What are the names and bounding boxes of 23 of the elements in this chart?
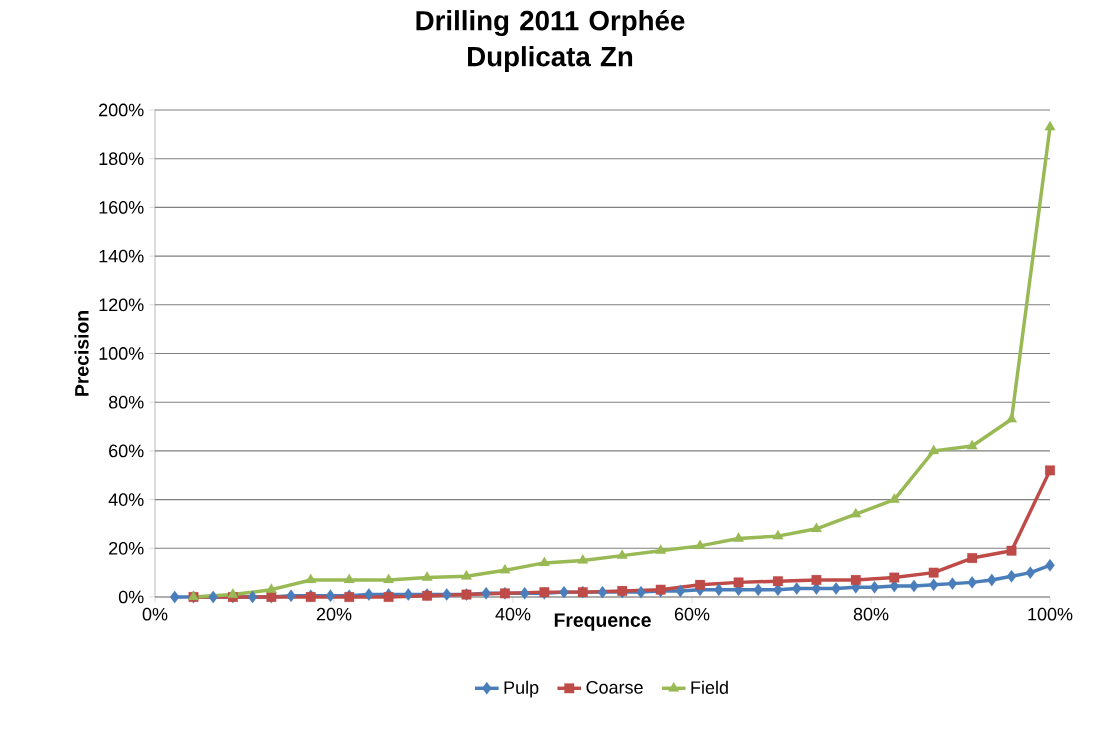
y-tick-label: 40% bbox=[108, 493, 144, 506]
y-tick-label: 60% bbox=[109, 444, 144, 458]
y-tick-label: 100% bbox=[99, 347, 144, 360]
x-tick-label: 40% bbox=[495, 607, 531, 621]
x-axis-title: Frequence bbox=[554, 613, 651, 631]
y-tick-label: 200% bbox=[99, 103, 144, 117]
y-tick-label: 140% bbox=[99, 249, 144, 263]
x-tick-label: 60% bbox=[674, 607, 710, 621]
y-tick-label: 80% bbox=[108, 395, 144, 409]
legend-label: Coarse bbox=[586, 680, 643, 694]
legend-label: Pulp bbox=[504, 680, 539, 698]
y-axis-title: Precision bbox=[74, 311, 89, 396]
x-tick-label: 0% bbox=[142, 607, 168, 621]
y-tick-label: 0% bbox=[118, 590, 144, 604]
y-tick-label: 160% bbox=[99, 201, 144, 214]
x-tick-label: 100% bbox=[1028, 607, 1073, 621]
y-tick-label: 180% bbox=[99, 152, 144, 166]
x-tick-label: 20% bbox=[316, 607, 352, 621]
x-tick-label: 80% bbox=[853, 607, 889, 621]
chart-title: Drilling 2011 Orphée Duplicata Zn bbox=[416, 9, 685, 72]
legend-label: Field bbox=[691, 680, 728, 694]
y-tick-label: 20% bbox=[109, 541, 144, 555]
y-tick-label: 120% bbox=[99, 298, 144, 312]
